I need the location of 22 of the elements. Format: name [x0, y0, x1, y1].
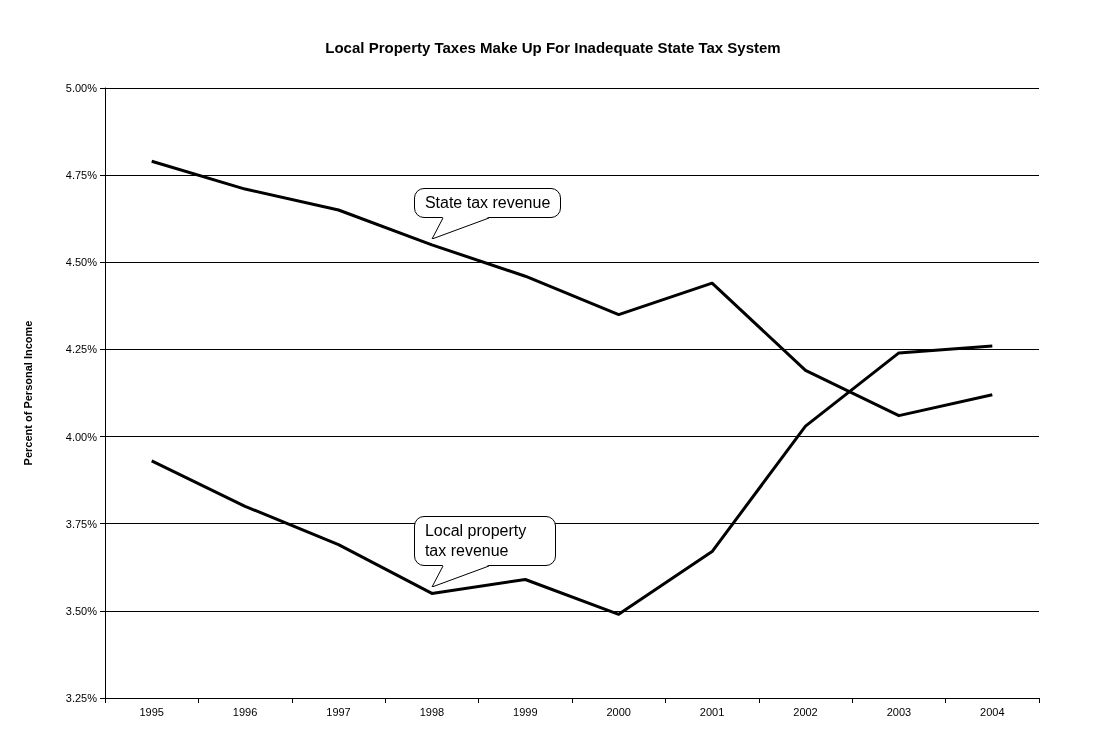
series-label: State tax revenue: [413, 187, 562, 218]
y-tick-label: 4.00%: [65, 430, 98, 443]
x-tick-label: 1995: [139, 705, 164, 718]
y-tick-label: 3.75%: [65, 517, 98, 530]
x-tick-label: 1998: [419, 705, 445, 718]
x-tick-label: 2004: [980, 705, 1005, 718]
y-axis-title: Percent of Personal Income: [21, 320, 34, 466]
x-tick-label: 1999: [513, 705, 538, 718]
y-tick-label: 4.75%: [65, 169, 98, 182]
y-tick-label: 3.25%: [65, 692, 98, 704]
chart-title: Local Property Taxes Make Up For Inadequate State Tax System: [325, 39, 781, 56]
x-tick-label: 2003: [886, 705, 912, 718]
y-tick-label: 4.25%: [65, 343, 98, 356]
x-tick-label: 2002: [793, 705, 818, 718]
x-tick-label: 2000: [606, 705, 631, 718]
series-label: Local property tax revenue: [413, 516, 556, 567]
x-tick-label: 2001: [699, 705, 725, 718]
y-tick-label: 3.50%: [65, 604, 98, 617]
x-tick-label: 1996: [232, 705, 258, 718]
x-tick-label: 1997: [326, 705, 351, 718]
y-tick-label: 4.50%: [65, 256, 98, 269]
y-tick-label: 5.00%: [65, 82, 98, 94]
